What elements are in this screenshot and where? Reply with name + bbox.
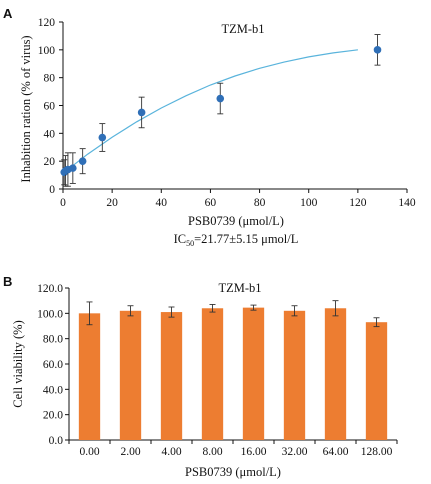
panel-b-x-tick-label: 16.00	[241, 446, 267, 458]
panel-a-axes: 0 20 40 60 80 100 120 140 0 20 40 60 80 100 120	[38, 17, 416, 209]
panel-a-ic50-annotation: IC50=21.77±5.15 μmol/L	[174, 232, 299, 248]
panel-b-letter: B	[3, 274, 12, 289]
panel-b-x-tick-label: 8.00	[202, 446, 222, 458]
panel-a-x-tick-label: 140	[398, 197, 416, 209]
panel-b-y-tick-label: 80.0	[43, 334, 63, 346]
panel-a-y-tick-label: 120	[38, 17, 56, 29]
panel-b-x-tick-label: 32.00	[282, 446, 308, 458]
panel-b: B TZM-b1 Cell viability (%) PSB0739 (μmo…	[3, 274, 398, 479]
panel-b-bars: 0.00 2.00 4.00 8.00 16.00 32.00 64.00 128.00	[78, 300, 393, 458]
panel-b-axes: 0.0 20.0 40.0 60.0 80.0 100.0 120.0	[37, 283, 398, 447]
panel-b-y-tick-label: 60.0	[43, 359, 63, 371]
panel-a-data-point	[216, 94, 225, 103]
panel-a-points	[60, 34, 382, 187]
panel-b-x-tick-label: 2.00	[120, 446, 140, 458]
panel-a-y-tick-label: 100	[38, 45, 56, 57]
panel-a-y-tick-label: 40	[44, 128, 56, 140]
panel-b-bar	[160, 312, 183, 440]
panel-b-x-tick-label: 4.00	[161, 446, 181, 458]
panel-a-x-tick-label: 20	[106, 197, 118, 209]
panel-b-x-tick-label: 128.00	[361, 446, 393, 458]
panel-b-title: TZM-b1	[218, 281, 261, 295]
panel-b-x-axis-label: PSB0739 (μmol/L)	[185, 465, 281, 479]
panel-a-y-tick-label: 60	[44, 101, 56, 113]
panel-a-fit-curve-line	[63, 49, 358, 173]
panel-a-x-tick-label: 0	[60, 197, 66, 209]
panel-b-bar	[365, 322, 388, 440]
panel-b-y-tick-label: 100.0	[37, 308, 63, 320]
panel-a-y-axis-label: Inhabition ration (% of virus)	[19, 35, 33, 182]
panel-b-bar	[78, 313, 101, 440]
panel-b-y-tick-label: 40.0	[43, 384, 63, 396]
panel-b-x-tick-label: 64.00	[323, 446, 349, 458]
panel-b-y-tick-label: 0.0	[49, 435, 64, 447]
panel-a-letter: A	[3, 6, 13, 21]
panel-a-y-tick-label: 0	[49, 184, 55, 196]
panel-b-bar	[283, 310, 306, 440]
panel-a-x-tick-label: 100	[300, 197, 318, 209]
panel-b-bar	[242, 307, 265, 440]
panel-a-data-point	[373, 46, 382, 54]
panel-b-y-tick-label: 120.0	[37, 283, 63, 295]
panel-a-y-tick-label: 20	[44, 156, 56, 168]
panel-a-x-tick-label: 60	[205, 197, 217, 209]
panel-a-x-axis-label: PSB0739 (μmol/L)	[188, 214, 284, 228]
panel-a-data-point	[69, 164, 77, 172]
panel-b-x-tick-label: 0.00	[79, 446, 99, 458]
panel-a-title: TZM-b1	[221, 22, 264, 36]
panel-a-data-point	[98, 133, 107, 142]
panel-b-bar	[119, 310, 142, 440]
panel-a-data-point	[78, 157, 87, 165]
panel-b-bar	[324, 308, 347, 440]
panel-a-x-tick-label: 120	[349, 197, 367, 209]
panel-a-y-tick-label: 80	[44, 73, 56, 85]
panel-a: A TZM-b1 Inhabition ration (% of virus) …	[3, 6, 416, 248]
panel-b-y-tick-label: 20.0	[43, 410, 63, 422]
panel-b-bar	[201, 308, 224, 440]
panel-a-x-tick-label: 40	[156, 197, 168, 209]
panel-a-fit-curve	[63, 49, 358, 173]
panel-a-x-tick-label: 80	[254, 197, 266, 209]
panel-a-data-point	[137, 108, 146, 117]
panel-b-y-axis-label: Cell viability (%)	[11, 320, 25, 407]
